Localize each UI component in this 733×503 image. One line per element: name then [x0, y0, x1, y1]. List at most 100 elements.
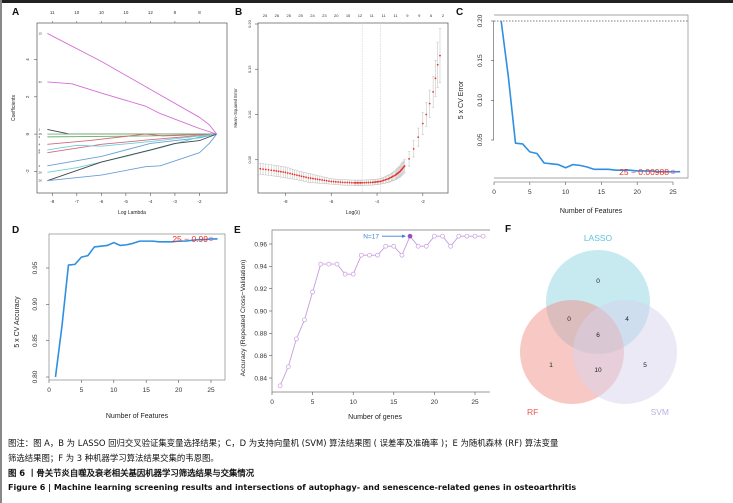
path-index-label: 1	[39, 127, 41, 131]
x-tick-label: 20	[175, 387, 183, 394]
accuracy-point	[350, 271, 356, 277]
top-axis-label: 15	[346, 13, 351, 18]
top-axis-label: 12	[358, 13, 363, 18]
x-tick-label: 0	[270, 399, 274, 406]
venn-region-count-lasso-only: 0	[596, 278, 600, 285]
y-tick-label: 0.10	[247, 110, 252, 119]
best-annotation: 25 − 0.99	[172, 234, 208, 244]
accuracy-point	[326, 261, 332, 267]
plot-frame-c	[494, 14, 689, 179]
path-index-label: 16	[39, 132, 43, 136]
venn-region-count-all: 6	[596, 332, 600, 339]
y-tick-label: 0.94	[254, 264, 267, 271]
mse-point	[387, 177, 390, 180]
y-axis-label: Accuracy (Repeated Cross−Validation)	[240, 260, 247, 377]
y-tick-label: 0.95	[32, 261, 39, 274]
y-tick-label: 0.15	[247, 65, 252, 74]
accuracy-point	[432, 233, 437, 239]
mse-point	[264, 168, 267, 171]
plot-frame-d	[48, 233, 226, 381]
cv-error-line	[500, 20, 681, 173]
mse-point	[318, 178, 321, 181]
top-axis-label: 11	[382, 13, 387, 18]
x-tick-label: -2	[197, 199, 201, 204]
accuracy-point	[310, 289, 315, 295]
top-axis-label: 12	[148, 10, 154, 15]
accuracy-point	[480, 233, 486, 239]
mse-point	[425, 113, 428, 116]
top-axis-label: 8	[174, 10, 177, 15]
plot-frame-b	[257, 22, 449, 194]
y-tick-label: 0.20	[247, 19, 252, 28]
coefficient-path-line	[47, 133, 217, 167]
accuracy-point	[318, 261, 324, 267]
plot-frame-e	[271, 229, 490, 393]
panel-letter-a: A	[12, 7, 19, 18]
x-tick-label: 20	[634, 189, 642, 196]
top-axis-label: 25	[287, 13, 292, 18]
x-tick-label: 15	[598, 189, 606, 196]
mse-point	[346, 181, 349, 184]
caption-note-line-1: 图注：图 A，B 为 LASSO 回归交叉验证集变量选择结果；C，D 为支持向量…	[8, 438, 559, 448]
mse-point	[328, 180, 330, 183]
path-index-label: 2	[39, 148, 41, 152]
mse-point	[312, 177, 314, 180]
mse-point	[388, 177, 391, 179]
top-axis-label: 6	[430, 13, 433, 18]
y-tick-label: -2	[25, 169, 30, 173]
accuracy-point	[277, 383, 283, 389]
accuracy-point	[391, 243, 397, 249]
accuracy-point	[342, 271, 348, 277]
accuracy-point	[285, 364, 291, 370]
mse-point	[385, 178, 388, 181]
y-axis-label: 5 x CV Error	[458, 80, 465, 119]
x-tick-label: -8	[283, 199, 287, 204]
mse-point	[305, 176, 307, 179]
y-tick-label: 0.05	[477, 133, 484, 146]
mse-point	[377, 180, 380, 183]
x-tick-label: 15	[143, 387, 151, 394]
accuracy-point	[472, 233, 478, 239]
mse-point	[403, 165, 406, 167]
x-tick-label: 25	[471, 399, 479, 406]
x-tick-label: -4	[375, 199, 379, 204]
mse-point	[356, 181, 359, 184]
mse-point	[376, 180, 379, 183]
path-index-label: 3	[39, 135, 41, 139]
path-index-label: 8	[39, 151, 41, 155]
top-axis-label: 26	[275, 13, 280, 18]
mse-point	[432, 90, 435, 93]
accuracy-point	[383, 243, 389, 249]
mse-point	[296, 174, 298, 177]
mse-point	[273, 169, 275, 172]
x-axis-label: Number of genes	[348, 414, 402, 421]
mse-point	[330, 180, 333, 183]
mse-point	[332, 180, 335, 183]
venn-set-svm	[573, 300, 677, 404]
top-axis-label: 24	[310, 13, 315, 18]
coefficient-path-line	[47, 133, 217, 145]
mse-point	[421, 122, 424, 125]
y-tick-label: 0.92	[254, 286, 267, 293]
top-axis-label: 9	[406, 13, 409, 18]
mse-point	[382, 179, 385, 182]
accuracy-point	[294, 336, 299, 342]
mse-point	[282, 171, 285, 173]
x-tick-label: -7	[75, 199, 79, 204]
coefficient-path-line	[47, 33, 217, 135]
mse-point	[384, 178, 387, 181]
accuracy-point	[456, 233, 462, 239]
top-axis-label: 25	[298, 13, 303, 18]
x-tick-label: -6	[329, 199, 333, 204]
x-tick-label: 10	[350, 399, 358, 406]
venn-region-count-svm-only: 5	[643, 362, 647, 369]
mse-point	[348, 181, 351, 184]
mse-point	[436, 63, 439, 66]
best-point-marker	[670, 169, 676, 174]
mse-point	[321, 179, 323, 181]
accuracy-point	[375, 252, 380, 258]
coefficient-path-line	[47, 128, 217, 135]
accuracy-point	[399, 252, 405, 258]
mse-point	[417, 136, 420, 139]
